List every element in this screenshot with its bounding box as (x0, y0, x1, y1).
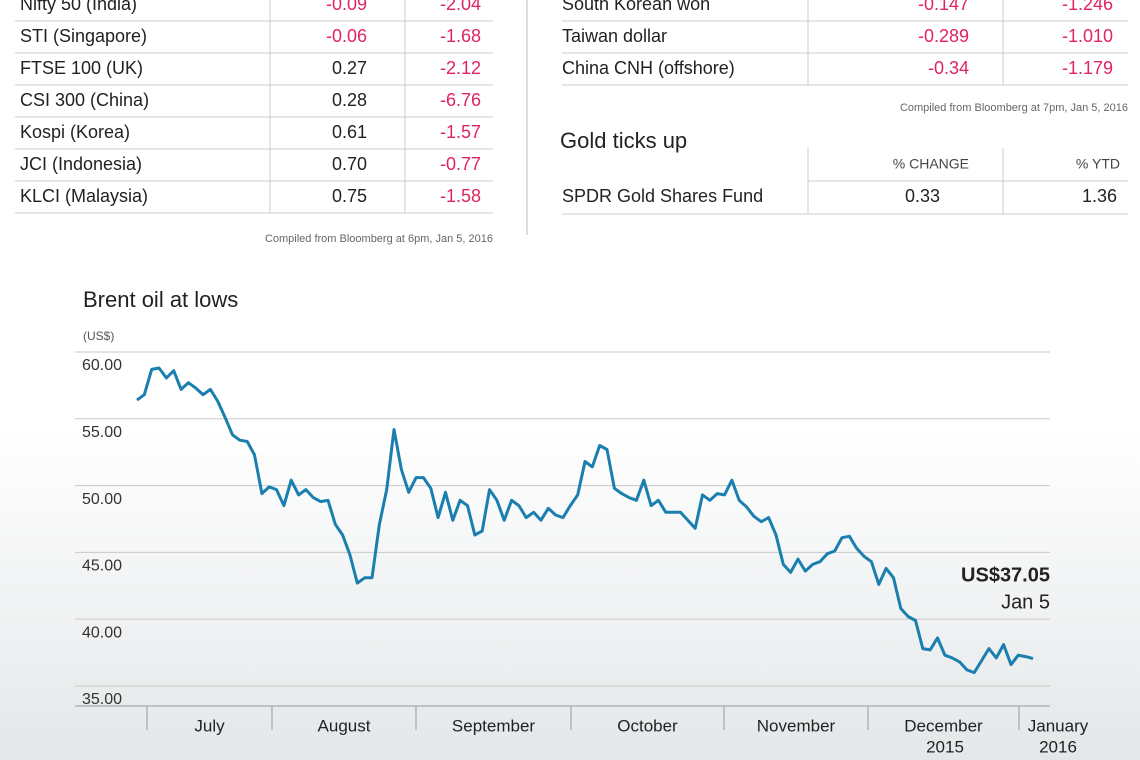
x-tick-label: August (318, 716, 371, 735)
table-value: 0.61 (332, 122, 367, 142)
table-label: FTSE 100 (UK) (20, 58, 143, 78)
x-tick-label: July (194, 716, 225, 735)
table-value: -6.76 (440, 90, 481, 110)
table-label: JCI (Indonesia) (20, 154, 142, 174)
table-value: -0.147 (918, 0, 969, 14)
x-tick-label: December (904, 716, 983, 735)
table-value: -2.12 (440, 58, 481, 78)
table-value: -1.57 (440, 122, 481, 142)
x-tick-year: 2016 (1039, 737, 1077, 756)
table-header: % CHANGE (893, 156, 969, 172)
x-tick-year: 2015 (926, 737, 964, 756)
note: Compiled from Bloomberg at 6pm, Jan 5, 2… (265, 233, 493, 245)
note: Compiled from Bloomberg at 7pm, Jan 5, 2… (900, 102, 1128, 114)
table-label: Nifty 50 (India) (20, 0, 137, 14)
x-tick-label: January (1028, 716, 1089, 735)
table-label: Taiwan dollar (562, 26, 667, 46)
table-value: -1.58 (440, 186, 481, 206)
table-value: -0.06 (326, 26, 367, 46)
table-label: South Korean won (562, 0, 710, 14)
table-value: -1.68 (440, 26, 481, 46)
table-value: -0.289 (918, 26, 969, 46)
table-label: SPDR Gold Shares Fund (562, 186, 763, 206)
table-value: -0.77 (440, 154, 481, 174)
table-label: STI (Singapore) (20, 26, 147, 46)
table-value: -0.09 (326, 0, 367, 14)
y-axis-unit: (US$) (83, 329, 114, 343)
table-label: KLCI (Malaysia) (20, 186, 148, 206)
price-line (136, 366, 1034, 675)
table-value: 0.70 (332, 154, 367, 174)
y-tick-label: 35.00 (82, 691, 122, 708)
table-value: 1.36 (1082, 186, 1117, 206)
y-tick-label: 40.00 (82, 624, 122, 641)
y-tick-label: 45.00 (82, 558, 122, 575)
x-tick-label: September (452, 716, 535, 735)
x-tick-label: November (757, 716, 836, 735)
table-value: 0.27 (332, 58, 367, 78)
table-value: -2.04 (440, 0, 481, 14)
y-tick-label: 50.00 (82, 491, 122, 508)
table-label: Kospi (Korea) (20, 122, 130, 142)
y-tick-label: 60.00 (82, 357, 122, 374)
gold-title: Gold ticks up (560, 128, 687, 153)
annotation-value: US$37.05 (961, 564, 1050, 586)
table-value: -0.34 (928, 58, 969, 78)
table-value: 0.75 (332, 186, 367, 206)
x-tick-label: October (617, 716, 678, 735)
table-value: 0.33 (905, 186, 940, 206)
table-value: 0.28 (332, 90, 367, 110)
table-value: -1.179 (1062, 58, 1113, 78)
table-value: -1.246 (1062, 0, 1113, 14)
y-tick-label: 55.00 (82, 424, 122, 441)
table-label: CSI 300 (China) (20, 90, 149, 110)
table-header: % YTD (1076, 156, 1120, 172)
table-value: -1.010 (1062, 26, 1113, 46)
chart-title: Brent oil at lows (83, 287, 238, 312)
table-label: China CNH (offshore) (562, 58, 735, 78)
annotation-date: Jan 5 (1001, 591, 1050, 613)
